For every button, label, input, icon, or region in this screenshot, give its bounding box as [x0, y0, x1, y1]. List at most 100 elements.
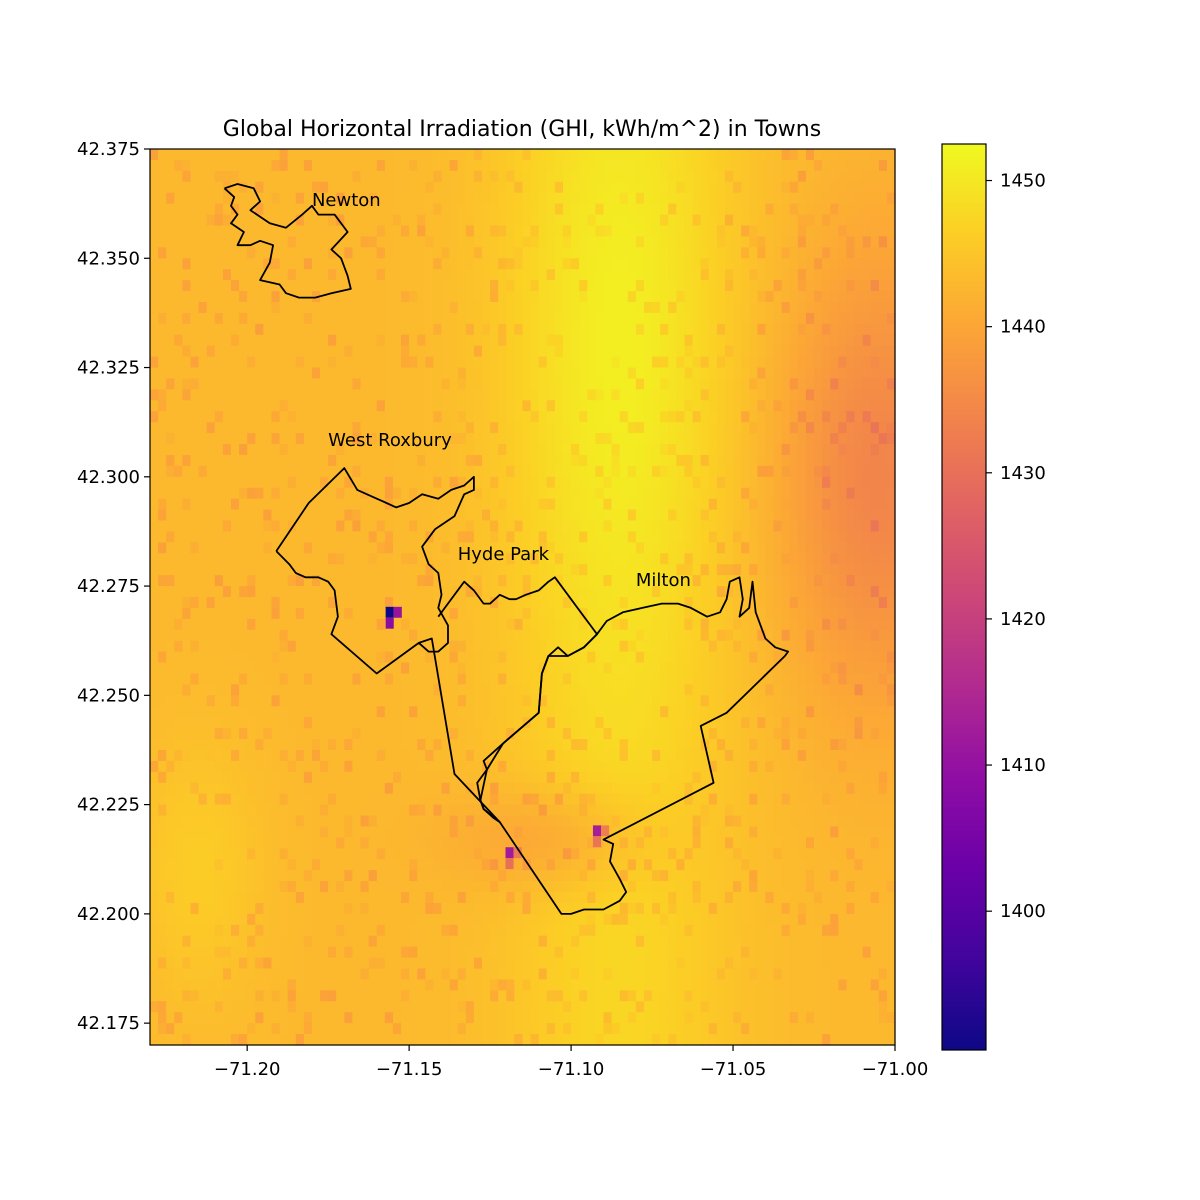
heatmap-cell: [773, 389, 783, 401]
heatmap-cell: [854, 356, 864, 369]
heatmap-cell: [684, 640, 694, 653]
heatmap-cell: [425, 444, 435, 456]
heatmap-cell: [562, 192, 572, 205]
heatmap-cell: [538, 411, 548, 423]
heatmap-cell: [660, 400, 669, 412]
heatmap-cell: [287, 433, 297, 445]
heatmap-cell: [328, 159, 337, 172]
heatmap-cell: [376, 498, 386, 511]
heatmap-cell: [870, 498, 880, 511]
heatmap-cell: [255, 684, 264, 696]
heatmap-cell: [611, 607, 621, 620]
heatmap-cell: [344, 739, 354, 751]
heatmap-cell: [554, 378, 564, 390]
heatmap-cell: [190, 170, 200, 183]
heatmap-cell: [595, 728, 605, 740]
heatmap-cell: [514, 159, 524, 172]
heatmap-cell: [255, 553, 264, 565]
heatmap-cell: [247, 149, 256, 161]
heatmap-cell: [409, 717, 418, 729]
heatmap-cell: [182, 586, 192, 598]
heatmap-cell: [733, 553, 742, 565]
heatmap-cell: [174, 465, 183, 478]
heatmap-cell: [490, 607, 499, 620]
heatmap-cell: [473, 651, 483, 664]
heatmap-cell: [595, 454, 605, 467]
heatmap-cell: [303, 269, 313, 281]
heatmap-cell: [336, 149, 345, 161]
heatmap-cell: [757, 433, 767, 445]
heatmap-cell: [376, 225, 386, 238]
heatmap-cell: [287, 586, 297, 598]
heatmap-cell: [692, 149, 702, 161]
heatmap-cell: [587, 269, 596, 281]
heatmap-cell: [684, 575, 694, 587]
heatmap-cell: [716, 454, 726, 467]
heatmap-cell: [749, 411, 758, 423]
heatmap-cell: [619, 542, 629, 554]
heatmap-cell: [886, 597, 896, 609]
heatmap-cell: [255, 301, 264, 314]
heatmap-cell: [433, 334, 443, 347]
heatmap-cell: [789, 717, 799, 729]
heatmap-cell: [514, 367, 524, 380]
heatmap-cell: [862, 214, 872, 227]
heatmap-cell: [522, 236, 532, 248]
heatmap-cell: [838, 312, 848, 325]
heatmap-cell: [514, 214, 524, 227]
heatmap-cell: [352, 498, 362, 511]
heatmap-cell: [514, 400, 524, 412]
heatmap-cell: [676, 542, 686, 554]
heatmap-cell: [522, 684, 532, 696]
heatmap-cell: [814, 378, 823, 390]
heatmap-cell: [158, 181, 167, 194]
heatmap-cell: [805, 673, 815, 686]
heatmap-cell: [441, 149, 451, 161]
heatmap-cell: [700, 564, 710, 576]
heatmap-cell: [635, 553, 645, 565]
heatmap-cell: [522, 728, 532, 740]
heatmap-cell: [158, 629, 167, 642]
heatmap-cell: [660, 192, 669, 205]
heatmap-cell: [708, 334, 718, 347]
heatmap-cell: [554, 269, 564, 281]
heatmap-cell: [166, 520, 175, 533]
heatmap-cell: [239, 553, 248, 565]
heatmap-cell: [627, 662, 637, 675]
heatmap-cell: [514, 356, 524, 369]
heatmap-cell: [781, 312, 791, 325]
heatmap-cell: [409, 389, 418, 401]
heatmap-cell: [862, 181, 872, 194]
heatmap-cell: [571, 575, 580, 587]
heatmap-cell: [214, 312, 224, 325]
heatmap-cell: [174, 739, 183, 751]
heatmap-cell: [198, 575, 208, 587]
heatmap-cell: [328, 149, 337, 161]
heatmap-cell: [554, 356, 564, 369]
heatmap-cell: [239, 662, 248, 675]
heatmap-cell: [360, 728, 370, 740]
heatmap-cell: [490, 597, 499, 609]
heatmap-cell: [814, 487, 823, 500]
heatmap-cell: [239, 487, 248, 500]
heatmap-cell: [668, 586, 677, 598]
heatmap-cell: [611, 575, 621, 587]
heatmap-cell: [562, 728, 572, 740]
heatmap-cell: [862, 334, 872, 347]
heatmap-cell: [441, 411, 451, 423]
heatmap-cell: [506, 520, 515, 533]
heatmap-cell: [328, 192, 337, 205]
heatmap-cell: [611, 433, 621, 445]
heatmap-cell: [587, 662, 596, 675]
heatmap-cell: [862, 553, 872, 565]
heatmap-cell: [457, 695, 467, 707]
heatmap-cell: [587, 378, 596, 390]
heatmap-cell: [554, 323, 564, 336]
heatmap-cell: [684, 586, 694, 598]
heatmap-cell: [449, 334, 459, 347]
heatmap-cell: [417, 695, 426, 707]
heatmap-cell: [311, 181, 321, 194]
heatmap-cell: [182, 520, 192, 533]
heatmap-cell: [190, 564, 200, 576]
heatmap-cell: [320, 476, 329, 489]
